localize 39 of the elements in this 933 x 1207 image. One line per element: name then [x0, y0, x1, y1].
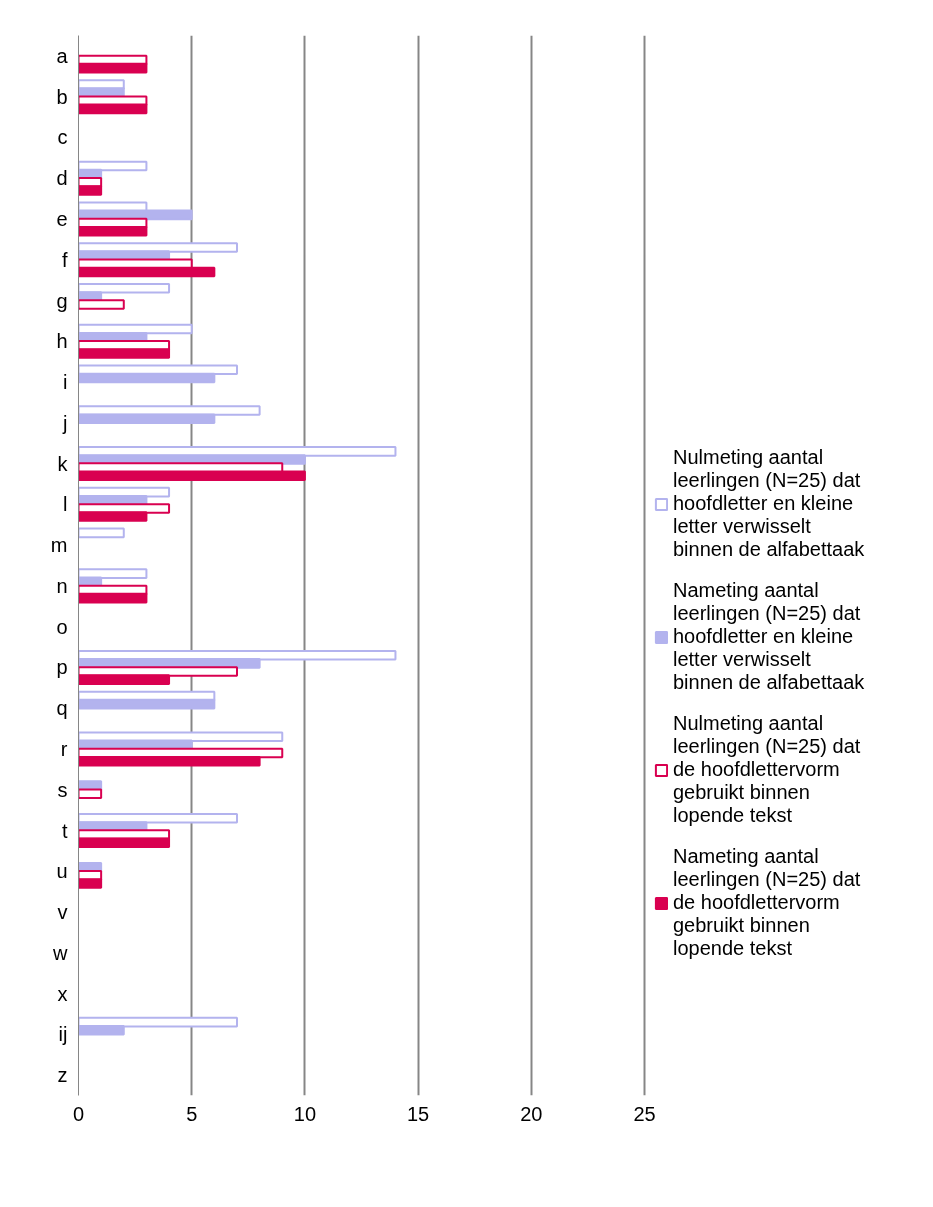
y-tick-label: a — [56, 44, 69, 67]
x-tick-label: 25 — [633, 1102, 656, 1125]
y-tick-label: i — [63, 371, 68, 394]
x-tick-label: 20 — [520, 1102, 543, 1125]
bar — [78, 527, 125, 539]
y-tick-label: s — [57, 778, 68, 801]
y-tick-label: f — [61, 248, 68, 271]
y-tick-label: h — [56, 330, 68, 353]
y-tick-label: d — [56, 167, 68, 190]
y-tick-label: l — [63, 493, 68, 516]
x-tick-label: 0 — [72, 1102, 85, 1125]
legend-label: Nulmeting aantal leerlingen (N=25) dat hoofdletter en kleine letter verwisselt binnen de alfabettaak — [673, 446, 865, 561]
y-tick-label: v — [57, 901, 68, 924]
bar — [78, 299, 125, 310]
y-tick-label: g — [56, 289, 68, 312]
y-tick-label: x — [57, 982, 68, 1005]
legend-label: Nameting aantal leerlingen (N=25) dat hoofdletter en kleine letter verwisselt binnen de alfabettaak — [673, 579, 865, 694]
y-tick-label: n — [56, 574, 68, 597]
y-tick-label: r — [60, 737, 68, 760]
y-tick-label: o — [56, 615, 68, 638]
y-tick-label: w — [52, 941, 69, 964]
x-tick-label: 15 — [406, 1102, 430, 1125]
y-tick-label: q — [56, 697, 68, 720]
legend-label: Nameting aantal leerlingen (N=25) dat de hoofdlettervorm gebruikt binnen lopende tekst — [673, 845, 861, 960]
y-tick-label: b — [56, 85, 68, 108]
bar — [78, 788, 103, 800]
x-tick-label: 5 — [186, 1102, 198, 1125]
y-tick-label: k — [57, 452, 69, 475]
legend-label: Nulmeting aantal leerlingen (N=25) dat de hoofdlettervorm gebruikt binnen lopende tekst — [673, 712, 861, 827]
y-tick-label: u — [56, 860, 68, 883]
y-tick-label: e — [56, 207, 68, 230]
y-tick-label: c — [57, 126, 68, 149]
y-tick-label: m — [50, 534, 68, 557]
y-tick-label: ij — [58, 1023, 68, 1046]
y-tick-label: z — [57, 1064, 68, 1087]
y-tick-label: t — [61, 819, 68, 842]
y-tick-label: p — [56, 656, 68, 679]
x-tick-label: 10 — [293, 1102, 317, 1125]
y-tick-label: j — [62, 411, 68, 434]
